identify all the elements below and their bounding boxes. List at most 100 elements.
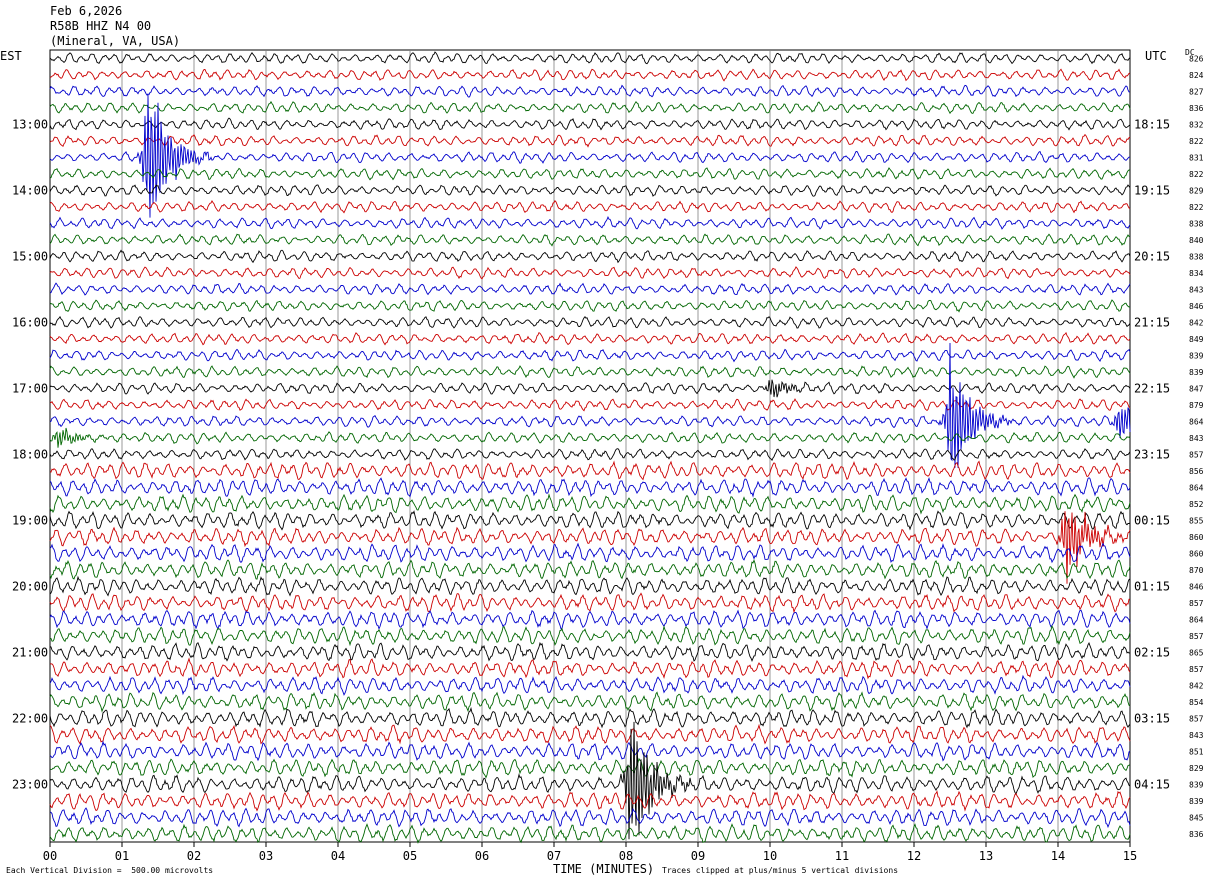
est-hour-label: 23:00 [12,777,48,791]
seismic-trace-row [49,266,1131,280]
right-timezone-label: UTC [1145,49,1167,63]
seismic-trace-row [49,282,1131,296]
seismic-trace-row [49,558,1131,580]
seismic-trace-row [49,379,1131,398]
x-tick-label: 14 [1051,849,1065,863]
scale-note: Each Vertical Division = 500.00 microvol… [6,866,214,875]
x-tick-label: 05 [403,849,417,863]
dc-offset-value: 827 [1189,87,1204,96]
utc-hour-label: 01:15 [1134,579,1170,593]
dc-offset-value: 843 [1189,285,1204,294]
x-tick-label: 13 [979,849,993,863]
dc-offset-value: 831 [1189,153,1204,162]
x-tick-label: 00 [43,849,57,863]
dc-offset-value: 839 [1189,368,1204,377]
dc-offset-value: 851 [1189,747,1204,756]
x-tick-label: 11 [835,849,849,863]
dc-offset-value: 822 [1189,203,1204,212]
utc-hour-label: 19:15 [1134,183,1170,197]
dc-offset-value: 845 [1189,813,1204,822]
x-tick-label: 15 [1123,849,1137,863]
dc-offset-value: 843 [1189,731,1204,740]
record-date: Feb 6,2026 [50,4,123,18]
dc-offset-value: 832 [1189,120,1204,129]
dc-offset-value: 847 [1189,384,1204,393]
x-tick-label: 07 [547,849,561,863]
dc-offset-value: 836 [1189,104,1204,113]
x-tick-label: 04 [331,849,345,863]
dc-offset-value: 857 [1189,599,1204,608]
seismic-trace-row [49,299,1131,313]
dc-offset-value: 852 [1189,500,1204,509]
x-tick-label: 01 [115,849,129,863]
seismic-trace-row [49,657,1131,680]
utc-hour-label: 02:15 [1134,645,1170,659]
seismic-trace-row [49,365,1131,379]
x-tick-label: 12 [907,849,921,863]
est-hour-label: 13:00 [12,117,48,131]
dc-offset-value: 860 [1189,549,1204,558]
dc-offset-value: 839 [1189,797,1204,806]
x-tick-label: 09 [691,849,705,863]
utc-hour-label: 18:15 [1134,117,1170,131]
dc-offset-value: 839 [1189,351,1204,360]
plot-frame [49,49,1131,843]
dc-offset-value: 855 [1189,516,1204,525]
seismic-trace-row [49,823,1131,844]
x-axis-title: TIME (MINUTES) [553,862,655,876]
dc-offset-value: 856 [1189,467,1204,476]
est-hour-label: 18:00 [12,447,48,461]
seismic-trace-row [49,575,1131,597]
seismic-trace-row [49,493,1131,515]
seismic-trace-row [49,398,1131,412]
seismic-trace-row [49,427,1131,448]
est-hour-label: 17:00 [12,381,48,395]
dc-offset-value: 879 [1189,401,1204,410]
utc-hour-label: 23:15 [1134,447,1170,461]
seismic-trace-row [49,609,1131,631]
seismic-trace-row [49,249,1131,264]
seismic-trace-row [49,691,1131,713]
seismic-trace-row [49,84,1130,98]
seismic-trace-row [49,315,1131,329]
dc-offset-value: 864 [1189,483,1204,492]
dc-offset-value: 834 [1189,269,1204,278]
dc-offset-value: 843 [1189,434,1204,443]
dc-offset-value: 838 [1189,219,1204,228]
seismic-trace-row [49,51,1131,65]
est-hour-label: 21:00 [12,645,48,659]
seismic-trace-row [49,460,1131,481]
est-hour-label: 20:00 [12,579,48,593]
seismic-trace-row [49,542,1131,564]
dc-offset-value: 857 [1189,632,1204,641]
dc-offset-value: 822 [1189,137,1204,146]
dc-offset-value: 857 [1189,665,1204,674]
seismic-trace-row [49,199,1131,214]
seismic-trace-row [49,331,1131,346]
dc-offset-value: 857 [1189,450,1204,459]
dc-offset-value: 864 [1189,417,1204,426]
seismic-trace-row [49,117,1131,131]
x-tick-label: 02 [187,849,201,863]
dc-offset-value: 839 [1189,780,1204,789]
seismic-trace-row [49,624,1131,647]
left-timezone-label: EST [0,49,22,63]
station-location: (Mineral, VA, USA) [50,34,181,48]
utc-hour-label: 03:15 [1134,711,1170,725]
seismic-trace-row [49,641,1131,663]
dc-offset-value: 826 [1189,54,1204,63]
clip-note: Traces clipped at plus/minus 5 vertical … [662,866,899,875]
seismic-trace-row [49,790,1131,812]
seismic-trace-row [49,184,1131,197]
seismic-trace-row [49,476,1131,498]
seismic-trace-row [49,215,1131,230]
x-tick-label: 06 [475,849,489,863]
dc-offset-value: 860 [1189,533,1204,542]
seismic-trace-row [49,100,1131,115]
dc-offset-value: 864 [1189,615,1204,624]
dc-offset-value: 846 [1189,302,1204,311]
seismic-trace-row [49,448,1131,462]
seismic-trace-row [49,721,1131,840]
seismic-trace-row [49,511,1131,584]
seismic-trace-row [49,807,1131,829]
